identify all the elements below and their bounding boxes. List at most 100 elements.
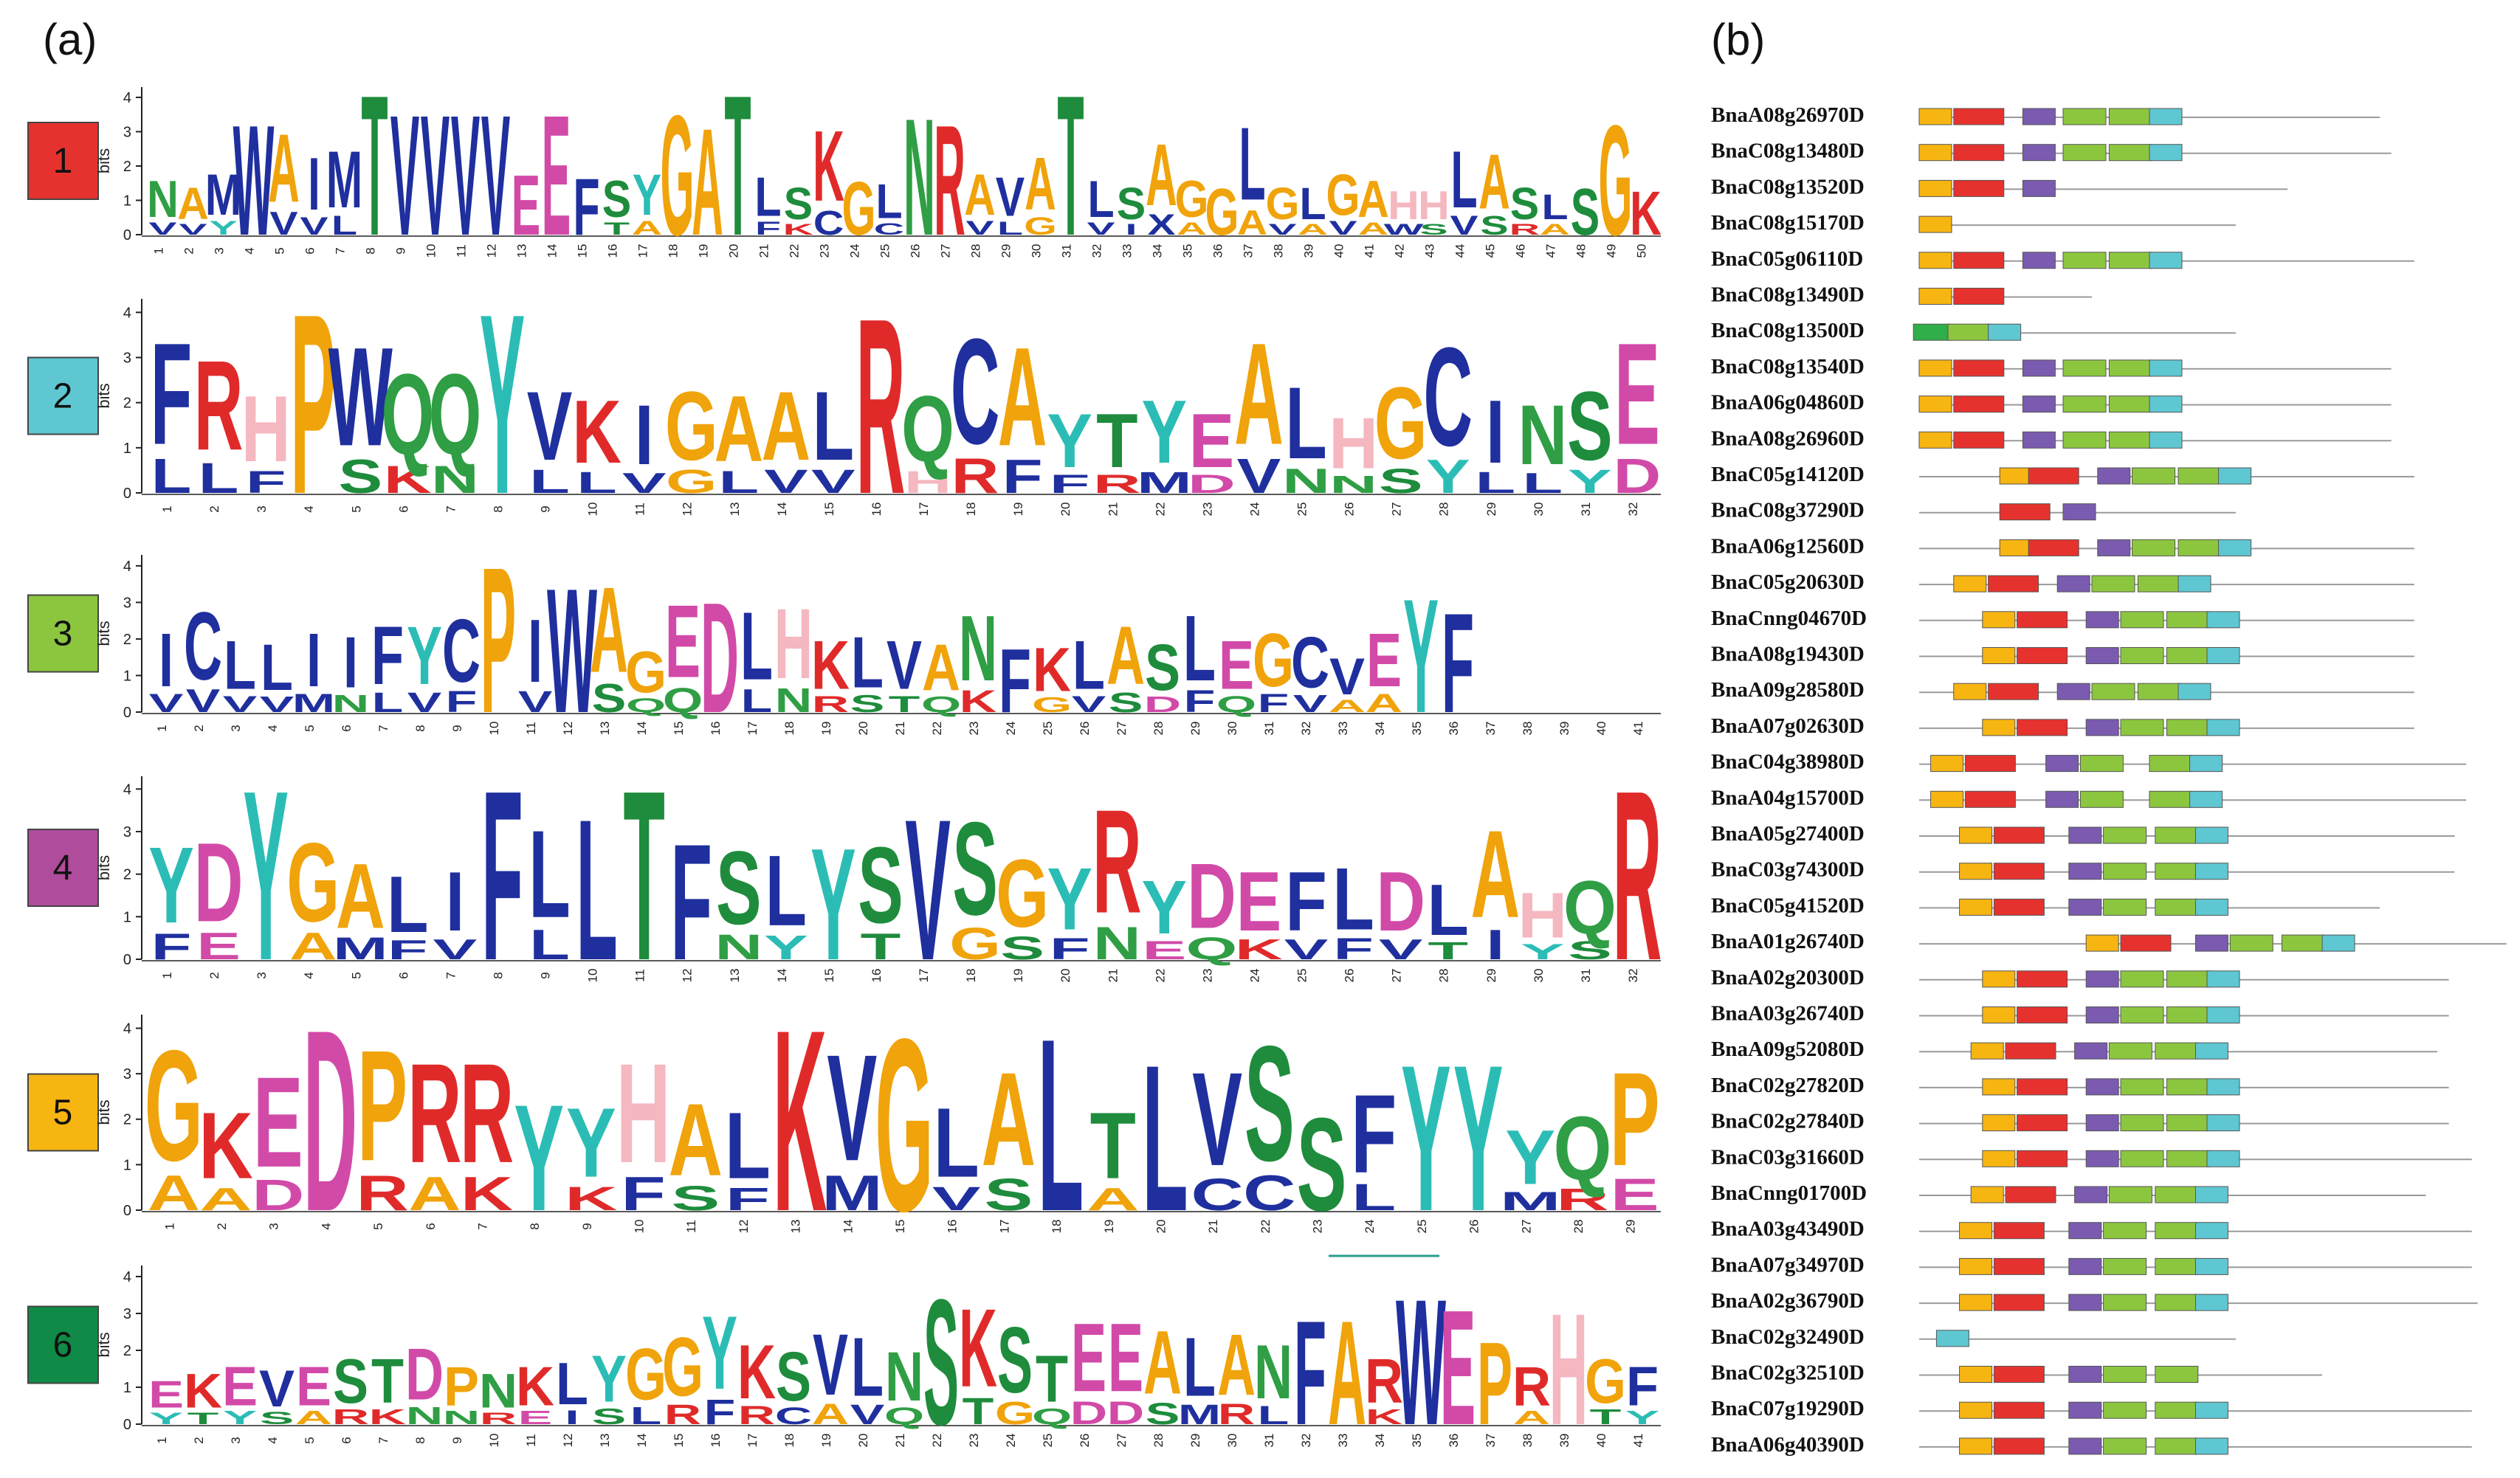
position-tick: 21: [1206, 1220, 1220, 1234]
motif-4-block: [2085, 647, 2119, 664]
motif-3-block: [2062, 359, 2107, 377]
residue-glyph: V: [622, 466, 667, 499]
position-tick: 1: [155, 725, 169, 731]
residue-glyph: L: [1428, 870, 1469, 950]
residue-glyph: G: [1266, 178, 1300, 229]
residue-glyph: F: [1442, 583, 1474, 742]
residue-glyph: V: [1192, 1045, 1242, 1194]
position-tick: 27: [1115, 1434, 1129, 1448]
position-tick: 19: [819, 722, 833, 736]
residue-glyph: K: [813, 111, 844, 223]
position-tick: 4: [266, 725, 280, 731]
position-tick: 20: [856, 722, 870, 736]
motif-3-block: [2155, 1186, 2199, 1204]
motif-5-block: [1982, 970, 2016, 988]
motif-1-block: [2120, 934, 2172, 952]
position-tick: 20: [1058, 503, 1073, 517]
residue-glyph: A: [268, 114, 300, 223]
residue-glyph: R: [1218, 1398, 1255, 1431]
residue-glyph: S: [333, 1347, 368, 1417]
motif-4-block: [2194, 934, 2228, 952]
residue-glyph: F: [1258, 688, 1290, 717]
position-tick: 17: [636, 244, 650, 258]
residue-glyph: E: [1108, 1303, 1143, 1412]
residue-glyph: A: [692, 97, 723, 268]
gene-name: BnaA09g28580D: [1711, 678, 1865, 702]
gene-name: BnaC08g13540D: [1711, 355, 1865, 379]
motif-3-block: [2108, 359, 2152, 377]
residue-glyph: N: [1254, 1329, 1292, 1415]
residue-glyph: R: [934, 93, 965, 269]
residue-glyph: W: [1396, 1262, 1446, 1462]
position-tick: 4: [302, 972, 316, 978]
motif-2-block: [2206, 1114, 2240, 1132]
gene-name: BnaCnng01700D: [1711, 1181, 1867, 1205]
residue-glyph: A: [762, 371, 811, 481]
gene-row: BnaC05g20630D: [1711, 570, 2414, 594]
residue-glyph: S: [1571, 175, 1600, 249]
residue-glyph: D: [1187, 845, 1236, 948]
residue-glyph: G: [949, 919, 1001, 970]
residue-glyph: A: [1146, 125, 1177, 224]
position-tick: 25: [1295, 969, 1309, 983]
gene-row: BnaA09g52080D: [1711, 1037, 2437, 1061]
motif-5-block: [1953, 575, 1987, 593]
residue-glyph: V: [433, 933, 478, 965]
gene-row: BnaA07g02630D: [1711, 714, 2414, 738]
residue-glyph: G: [625, 640, 667, 705]
residue-glyph: L: [1523, 466, 1563, 499]
position-tick: 9: [580, 1223, 594, 1229]
gene-row: BnaA08g26970D: [1711, 103, 2380, 127]
motif-4-block: [2085, 1078, 2119, 1096]
position-tick: 25: [1295, 503, 1309, 517]
residue-glyph: A: [1106, 609, 1145, 702]
gene-name: BnaA05g27400D: [1711, 822, 1865, 846]
residue-glyph: Y: [1426, 449, 1470, 503]
residue-glyph: L: [529, 463, 570, 500]
position-tick: 27: [1390, 503, 1404, 517]
residue-glyph: D: [1107, 1395, 1144, 1432]
gene-row: BnaC05g06110D: [1711, 247, 2414, 271]
motif-5-block: [1959, 1366, 1993, 1383]
residue-glyph: Q: [1563, 864, 1617, 950]
position-tick: 13: [515, 244, 529, 258]
position-tick: 44: [1453, 244, 1467, 258]
motif-2-block: [2149, 431, 2183, 449]
residue-glyph: G: [1175, 170, 1209, 228]
residue-glyph: N: [903, 84, 935, 271]
motif-1-block: [1953, 108, 2005, 125]
motif-2-block: [2206, 1150, 2240, 1167]
position-tick: 1: [160, 972, 174, 978]
residue-glyph: V: [186, 683, 221, 719]
residue-glyph: L: [1073, 626, 1105, 703]
motif-1-block: [1953, 144, 2005, 162]
residue-glyph: T: [1428, 937, 1468, 964]
residue-glyph: F: [481, 742, 523, 1012]
position-tick: 30: [1532, 969, 1546, 983]
residue-glyph: K: [384, 457, 432, 502]
residue-glyph: K: [811, 626, 850, 703]
residue-glyph: Y: [1047, 849, 1092, 948]
position-tick: 5: [349, 505, 363, 512]
residue-glyph: G: [1374, 365, 1428, 480]
residue-glyph: T: [187, 1409, 219, 1428]
position-tick: 3: [213, 247, 227, 254]
position-tick: 28: [1437, 969, 1451, 983]
position-tick: 6: [303, 247, 317, 254]
residue-glyph: Q: [1216, 691, 1256, 717]
position-tick: 4: [302, 505, 316, 512]
residue-glyph: V: [518, 685, 553, 719]
motif-1-box: [27, 122, 99, 200]
motif-3-block: [2120, 719, 2164, 736]
motif-3-block: [2108, 396, 2152, 413]
motif-3-block: [2108, 1042, 2152, 1060]
residue-glyph: L: [851, 623, 884, 703]
motif-1-block: [1993, 1366, 2045, 1383]
residue-glyph: L: [556, 1351, 588, 1417]
position-tick: 12: [737, 1220, 751, 1234]
residue-glyph: H: [1418, 183, 1450, 229]
residue-glyph: L: [934, 1088, 980, 1198]
residue-glyph: R: [407, 1034, 462, 1192]
residue-glyph: K: [572, 381, 622, 482]
